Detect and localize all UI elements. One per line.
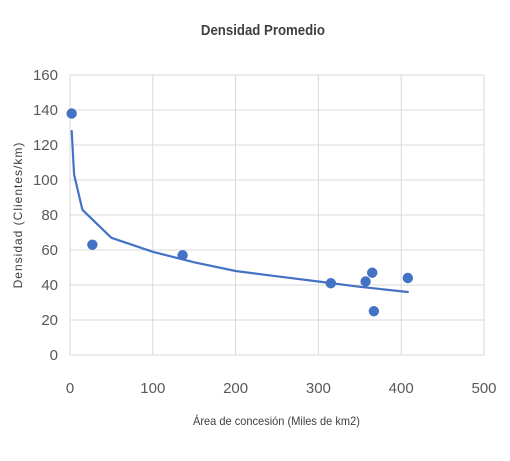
x-axis-label: Área de concesión (Miles de km2) xyxy=(192,414,360,428)
y-tick-label: 20 xyxy=(41,312,58,329)
y-tick-label: 140 xyxy=(33,102,58,119)
x-tick-label: 0 xyxy=(66,380,74,397)
trendline xyxy=(70,129,409,294)
x-tick-label: 400 xyxy=(389,380,414,397)
x-tick-label: 200 xyxy=(223,380,248,397)
y-tick-label: 60 xyxy=(41,242,58,259)
data-point xyxy=(87,239,98,250)
data-point xyxy=(367,267,378,278)
data-point xyxy=(177,250,188,261)
y-axis-label: Densidad (Clientes/km) xyxy=(11,141,25,289)
y-tick-label: 0 xyxy=(50,347,58,364)
chart-title: Densidad Promedio xyxy=(200,22,325,39)
y-tick-label: 80 xyxy=(41,207,58,224)
y-tick-label: 160 xyxy=(33,67,58,84)
y-tick-label: 100 xyxy=(33,172,58,189)
data-point xyxy=(325,278,337,289)
data-point xyxy=(402,272,414,284)
data-point xyxy=(360,276,371,287)
data-point xyxy=(66,108,77,119)
x-tick-label: 100 xyxy=(140,380,165,397)
x-tick-label: 300 xyxy=(306,380,331,397)
y-tick-label: 40 xyxy=(41,277,58,294)
y-tick-label: 120 xyxy=(33,137,58,154)
x-tick-label: 500 xyxy=(471,380,496,397)
data-point xyxy=(368,306,380,317)
